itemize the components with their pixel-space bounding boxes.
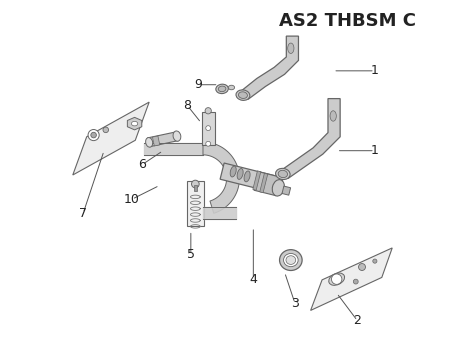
Circle shape	[332, 274, 342, 284]
Circle shape	[359, 264, 365, 271]
Ellipse shape	[330, 111, 336, 121]
Circle shape	[373, 259, 377, 263]
Ellipse shape	[239, 92, 247, 98]
Circle shape	[205, 108, 211, 114]
Circle shape	[88, 130, 99, 141]
Polygon shape	[203, 142, 239, 213]
Polygon shape	[220, 163, 283, 194]
Polygon shape	[311, 248, 392, 310]
Ellipse shape	[279, 250, 302, 271]
Text: 5: 5	[187, 248, 195, 261]
Text: AS2 THBSM C: AS2 THBSM C	[279, 12, 416, 30]
Polygon shape	[241, 36, 299, 99]
Circle shape	[353, 279, 358, 284]
Polygon shape	[202, 112, 215, 145]
Polygon shape	[260, 173, 268, 193]
Circle shape	[192, 180, 199, 188]
Polygon shape	[254, 172, 280, 196]
Text: 8: 8	[183, 99, 192, 112]
Circle shape	[91, 132, 96, 138]
Ellipse shape	[173, 131, 181, 141]
Circle shape	[103, 127, 108, 133]
Ellipse shape	[228, 85, 234, 90]
Ellipse shape	[236, 90, 250, 100]
Text: 6: 6	[138, 158, 146, 171]
Text: 9: 9	[194, 78, 202, 91]
Ellipse shape	[276, 168, 290, 180]
Polygon shape	[253, 171, 261, 190]
Text: 7: 7	[79, 207, 87, 220]
Ellipse shape	[230, 166, 236, 177]
Ellipse shape	[146, 138, 153, 147]
Polygon shape	[187, 181, 204, 226]
Polygon shape	[148, 132, 179, 147]
Text: 10: 10	[124, 193, 140, 206]
Polygon shape	[73, 102, 149, 175]
Ellipse shape	[244, 171, 250, 182]
Polygon shape	[194, 185, 197, 191]
Ellipse shape	[286, 256, 296, 264]
Ellipse shape	[216, 84, 228, 93]
Ellipse shape	[218, 86, 226, 92]
Circle shape	[206, 141, 211, 146]
Circle shape	[206, 126, 211, 131]
Text: 4: 4	[249, 273, 257, 286]
Ellipse shape	[288, 43, 294, 54]
Polygon shape	[280, 99, 340, 178]
Ellipse shape	[132, 121, 138, 126]
Text: 1: 1	[371, 144, 379, 157]
Polygon shape	[127, 117, 142, 130]
Text: 3: 3	[291, 297, 299, 310]
Ellipse shape	[278, 170, 287, 178]
Polygon shape	[282, 186, 291, 195]
Ellipse shape	[329, 273, 345, 285]
Ellipse shape	[237, 169, 243, 180]
Ellipse shape	[284, 253, 298, 267]
Text: 1: 1	[371, 64, 379, 77]
Polygon shape	[153, 136, 160, 146]
Ellipse shape	[272, 180, 285, 196]
Text: 2: 2	[353, 314, 361, 327]
